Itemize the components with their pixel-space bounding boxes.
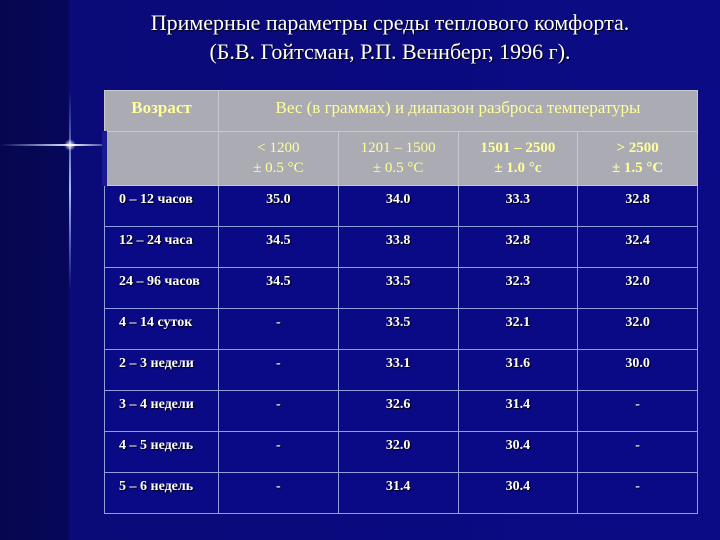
age-header-empty xyxy=(102,131,219,186)
column-header: < 1200 ± 0.5 °C xyxy=(218,131,339,186)
temperature-cell: 32.4 xyxy=(577,226,698,268)
column-header: > 2500 ± 1.5 °C xyxy=(577,131,698,186)
column-header: 1201 – 1500 ± 0.5 °C xyxy=(337,131,459,186)
temperature-cell: 31.4 xyxy=(457,390,579,432)
slide-title: Примерные параметры среды теплового комф… xyxy=(70,8,710,66)
table-row: 12 – 24 часа 34.5 33.8 32.8 32.4 xyxy=(104,226,698,268)
temperature-cell: 33.8 xyxy=(337,226,459,268)
title-line-2: (Б.В. Гойтсман, Р.П. Веннберг, 1996 г). xyxy=(209,39,571,64)
decorative-light-line xyxy=(69,90,71,290)
age-cell: 0 – 12 часов xyxy=(104,185,219,227)
temperature-cell: - xyxy=(218,390,339,432)
age-header: Возраст xyxy=(104,90,219,132)
temperature-cell: - xyxy=(218,308,339,350)
temperature-cell: 32.0 xyxy=(337,431,459,473)
temperature-cell: 32.3 xyxy=(457,267,579,309)
temperature-cell: 32.0 xyxy=(577,308,698,350)
temperature-cell: 31.6 xyxy=(457,349,579,391)
age-cell: 3 – 4 недели xyxy=(104,390,219,432)
table-row: 24 – 96 часов 34.5 33.5 32.3 32.0 xyxy=(104,267,698,309)
age-cell: 5 – 6 недель xyxy=(104,472,219,514)
subheader-row: < 1200 ± 0.5 °C 1201 – 1500 ± 0.5 °C 1501 … xyxy=(102,131,698,186)
weight-header: Вес (в граммах) и диапазон разброса темп… xyxy=(218,90,698,132)
age-cell: 4 – 14 суток xyxy=(104,308,219,350)
star-sparkle-icon xyxy=(64,139,76,151)
table-row: 5 – 6 недель -31.4 30.4- xyxy=(104,472,698,514)
age-cell: 24 – 96 часов xyxy=(104,267,219,309)
age-cell: 4 – 5 недель xyxy=(104,431,219,473)
temperature-cell: 32.1 xyxy=(457,308,579,350)
temperature-cell: - xyxy=(577,431,698,473)
table-row: 4 – 14 суток -33.5 32.1 32.0 xyxy=(104,308,698,350)
temperature-cell: 33.5 xyxy=(337,267,459,309)
temperature-cell: 34.5 xyxy=(218,226,339,268)
temperature-cell: - xyxy=(577,472,698,514)
temperature-cell: 33.3 xyxy=(457,185,579,227)
temperature-cell: 32.8 xyxy=(577,185,698,227)
decorative-light-line xyxy=(0,144,110,146)
temperature-cell: 32.0 xyxy=(577,267,698,309)
table-row: 3 – 4 недели -32.6 31.4- xyxy=(104,390,698,432)
temperature-cell: - xyxy=(218,349,339,391)
temperature-cell: 30.4 xyxy=(457,472,579,514)
temperature-cell: - xyxy=(577,390,698,432)
temperature-cell: 32.8 xyxy=(457,226,579,268)
table-row: 2 – 3 недели -33.1 31.6 30.0 xyxy=(104,349,698,391)
temperature-cell: - xyxy=(218,431,339,473)
table-row: 4 – 5 недель -32.0 30.4- xyxy=(104,431,698,473)
temperature-cell: 31.4 xyxy=(337,472,459,514)
age-cell: 12 – 24 часа xyxy=(104,226,219,268)
temperature-cell: 30.4 xyxy=(457,431,579,473)
temperature-cell: - xyxy=(218,472,339,514)
title-line-1: Примерные параметры среды теплового комф… xyxy=(150,10,630,35)
table-row: 0 – 12 часов 35.0 34.0 33.3 32.8 xyxy=(104,185,698,227)
temperature-cell: 32.6 xyxy=(337,390,459,432)
temperature-cell: 33.5 xyxy=(337,308,459,350)
temperature-cell: 30.0 xyxy=(577,349,698,391)
temperature-cell: 33.1 xyxy=(337,349,459,391)
header-row: Возраст Вес (в граммах) и диапазон разбр… xyxy=(104,90,698,132)
column-header: 1501 – 2500 ± 1.0 °c xyxy=(457,131,579,186)
temperature-cell: 34.5 xyxy=(218,267,339,309)
comfort-parameters-table: Возраст Вес (в граммах) и диапазон разбр… xyxy=(102,90,698,514)
temperature-cell: 35.0 xyxy=(218,185,339,227)
temperature-cell: 34.0 xyxy=(337,185,459,227)
age-cell: 2 – 3 недели xyxy=(104,349,219,391)
